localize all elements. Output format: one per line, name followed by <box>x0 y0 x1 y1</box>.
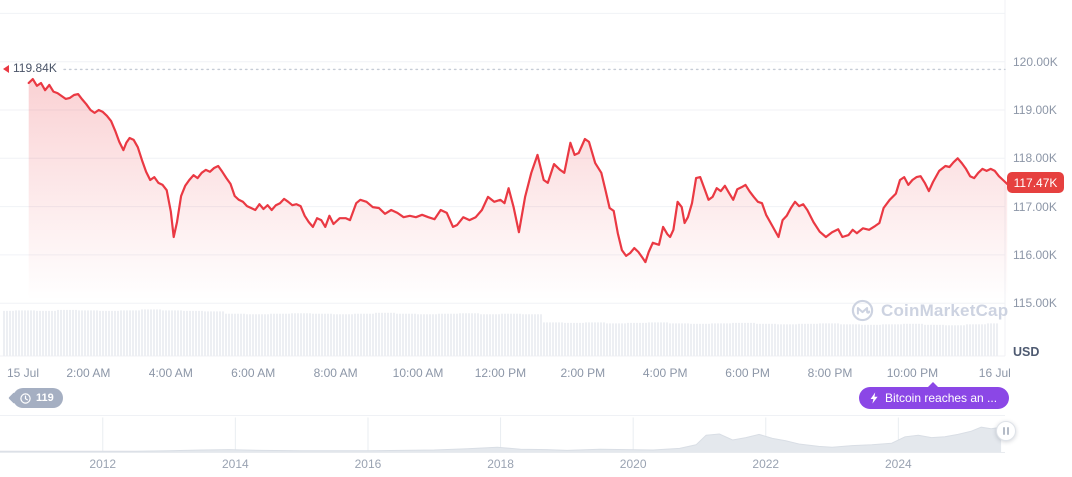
x-tick-label: 8:00 AM <box>313 366 358 380</box>
x-tick-label: 2:00 AM <box>66 366 111 380</box>
currency-label: USD <box>1013 345 1040 359</box>
event-annotation-badge[interactable]: Bitcoin reaches an ... <box>859 382 1010 409</box>
scrubber-grip-icon <box>1002 427 1005 435</box>
x-tick-label: 8:00 PM <box>807 366 853 380</box>
event-count-badge[interactable]: 119 <box>13 388 63 408</box>
x-tick-label: 16 Jul <box>978 366 1011 380</box>
y-tick-label: 118.00K <box>1013 151 1057 166</box>
x-tick-label: 10:00 AM <box>392 366 444 380</box>
y-tick-label: 120.00K <box>1013 54 1058 69</box>
y-tick-label: 116.00K <box>1013 247 1057 262</box>
y-tick-label: 117.00K <box>1013 199 1057 214</box>
timeline-scrubber-handle[interactable] <box>996 421 1016 441</box>
coinmarketcap-watermark: CoinMarketCap <box>851 299 1008 322</box>
timeline-year-label: 2024 <box>885 457 912 471</box>
x-tick-label: 2:00 PM <box>560 366 606 380</box>
timeline-year-label: 2014 <box>222 457 249 471</box>
event-annotation-text: Bitcoin reaches an ... <box>885 391 998 405</box>
lightning-icon <box>870 392 878 404</box>
x-tick-label: 10:00 PM <box>886 366 939 380</box>
watermark-text: CoinMarketCap <box>881 300 1009 320</box>
price-line-series[interactable] <box>27 68 1009 356</box>
timeline-year-label: 2018 <box>487 457 514 471</box>
x-tick-label: 4:00 PM <box>642 366 688 380</box>
ath-price-label: 119.84K <box>13 61 57 76</box>
coinmarketcap-logo-icon <box>851 299 874 322</box>
timeline-year-label: 2012 <box>89 457 117 471</box>
x-tick-label: 12:00 PM <box>474 366 527 380</box>
ath-marker-icon <box>3 65 9 74</box>
event-count-value: 119 <box>36 392 54 404</box>
timeline-separator <box>0 415 1005 416</box>
x-tick-label: 4:00 AM <box>148 366 193 380</box>
y-tick-label: 115.00K <box>1013 296 1057 311</box>
timeline-minimap[interactable] <box>0 417 1005 453</box>
history-icon <box>20 392 31 404</box>
y-tick-label: 119.00K <box>1013 103 1057 117</box>
current-price-badge: 117.47K <box>1007 172 1064 193</box>
x-tick-label: 6:00 PM <box>725 366 770 380</box>
timeline-year-label: 2016 <box>354 457 382 471</box>
timeline-year-label: 2022 <box>752 457 780 471</box>
scrubber-grip-icon <box>1007 427 1010 435</box>
x-tick-label: 6:00 AM <box>231 366 276 380</box>
timeline-year-label: 2020 <box>619 457 647 471</box>
x-tick-label: 15 Jul <box>6 366 40 380</box>
